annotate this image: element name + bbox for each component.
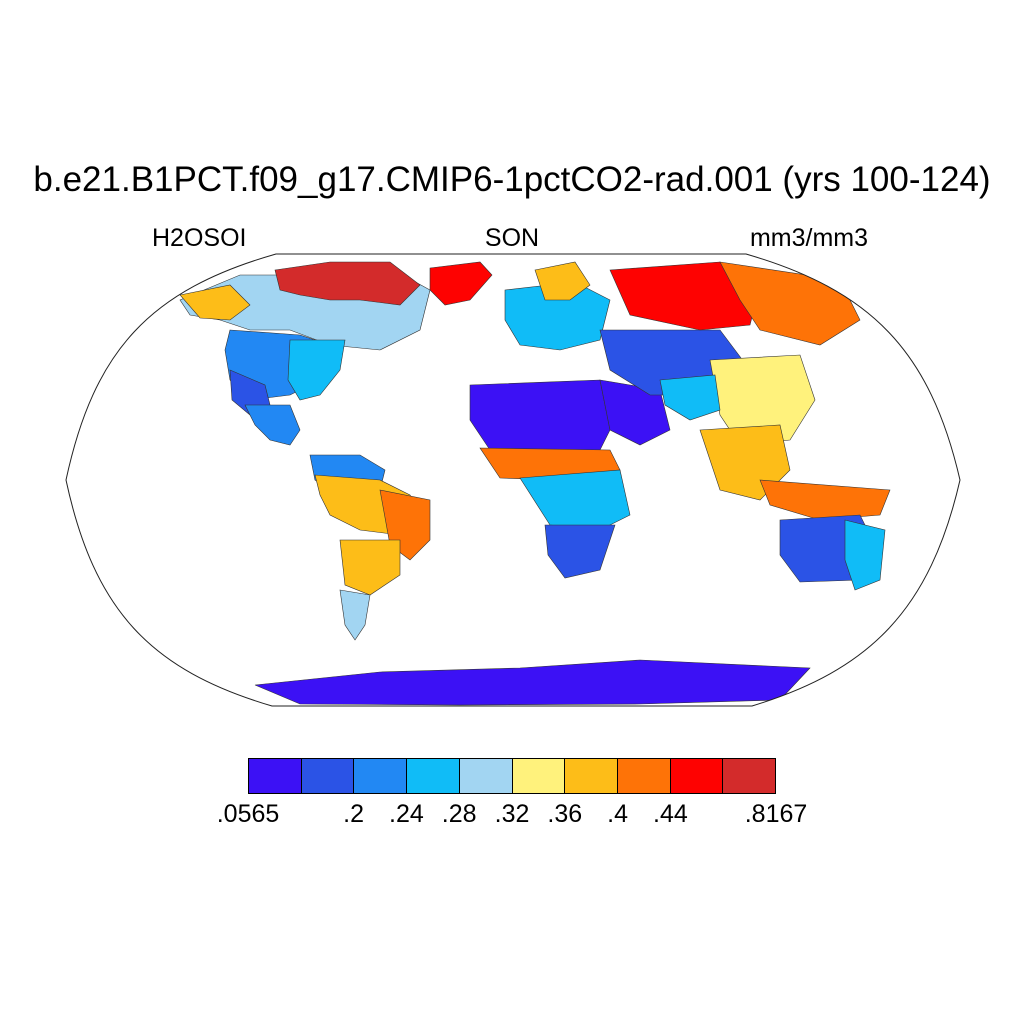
colorbar-swatch <box>670 759 724 793</box>
colorbar-swatch <box>354 759 408 793</box>
region-tibet <box>659 374 721 421</box>
land-field-layer <box>179 261 891 706</box>
colorbar-swatch <box>301 759 355 793</box>
colorbar-swatch <box>723 759 776 793</box>
colorbar-tick-label: .28 <box>441 800 477 828</box>
colorbar-tick-label: .4 <box>607 800 629 828</box>
region-mexico <box>244 404 301 446</box>
region-sahara <box>469 379 611 451</box>
region-canadian-arctic <box>274 261 421 306</box>
region-indonesia <box>759 479 891 521</box>
colorbar-swatch <box>617 759 671 793</box>
colorbar-swatch <box>249 759 302 793</box>
region-southern-africa <box>544 524 616 579</box>
region-east-us <box>287 339 346 401</box>
region-southern-brazil <box>339 539 401 596</box>
region-central-africa <box>519 469 631 531</box>
colorbar-swatch <box>459 759 513 793</box>
region-antarctica <box>254 659 811 706</box>
region-patagonia <box>339 589 371 641</box>
colorbar-tick-label: .32 <box>494 800 530 828</box>
region-scandinavia <box>534 261 591 301</box>
season-label: SON <box>484 224 540 252</box>
colorbar-swatch <box>407 759 460 793</box>
map-boundary <box>65 253 961 707</box>
region-east-australia <box>844 519 886 591</box>
variable-label: H2OSOI <box>152 224 247 252</box>
region-greenland-coast <box>429 261 493 306</box>
colorbar-tick-label: .36 <box>547 800 583 828</box>
region-alaska <box>179 284 251 321</box>
colorbar-swatch <box>565 759 618 793</box>
units-label: mm3/mm3 <box>749 224 868 252</box>
colorbar-tick-label: .24 <box>389 800 424 828</box>
plot-title: b.e21.B1PCT.f09_g17.CMIP6-1pctCO2-rad.00… <box>33 160 991 199</box>
colorbar-tick-label: .44 <box>653 800 688 828</box>
colorbar-swatch <box>512 759 566 793</box>
region-china <box>709 354 816 446</box>
colorbar-tick-label: .8167 <box>744 800 808 828</box>
colorbar <box>248 758 776 794</box>
colorbar-tick-label: .2 <box>343 800 365 828</box>
colorbar-tick-label: .0565 <box>216 800 280 828</box>
